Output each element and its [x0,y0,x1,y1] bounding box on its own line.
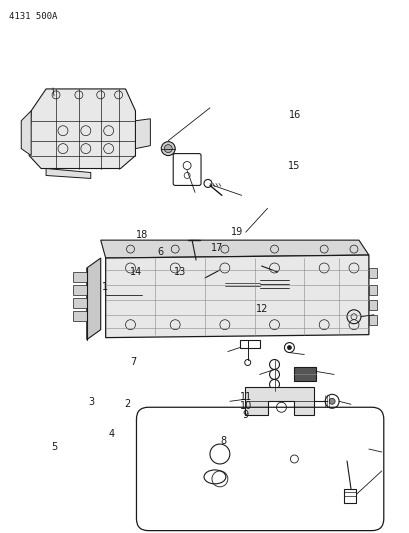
Bar [73,285,87,295]
Text: 2: 2 [124,399,130,409]
Bar [73,298,87,308]
Text: 8: 8 [220,437,226,447]
Circle shape [287,345,291,350]
Text: 7: 7 [130,357,137,367]
Text: 6: 6 [157,247,163,257]
Circle shape [328,398,334,404]
Polygon shape [46,168,90,179]
Polygon shape [87,258,101,340]
Bar [294,367,315,382]
Text: 18: 18 [135,230,148,240]
Text: 4: 4 [108,429,114,439]
Text: 9: 9 [242,410,248,420]
Text: 16: 16 [288,110,300,120]
Bar [224,278,259,290]
Text: 5: 5 [51,442,57,452]
Polygon shape [101,240,368,258]
Polygon shape [29,89,135,168]
Text: 13: 13 [174,267,186,277]
Polygon shape [106,255,368,337]
Polygon shape [21,111,31,156]
Text: 15: 15 [288,161,300,171]
Bar [343,489,355,503]
Text: 11: 11 [239,392,251,402]
Bar [368,300,376,310]
Text: 17: 17 [211,243,223,253]
Text: 4131 500A: 4131 500A [9,12,58,21]
Text: 19: 19 [231,227,243,237]
Circle shape [161,142,175,156]
Text: 12: 12 [255,304,267,314]
Bar [368,285,376,295]
Circle shape [164,144,172,152]
Text: 10: 10 [239,401,251,411]
Polygon shape [135,119,150,149]
Polygon shape [244,387,313,415]
Bar [73,311,87,321]
Text: 1: 1 [102,281,108,292]
Text: 3: 3 [88,397,94,407]
Bar [73,272,87,282]
Bar [239,340,259,348]
Bar [368,268,376,278]
Text: 14: 14 [129,267,142,277]
Polygon shape [219,246,261,280]
Bar [368,315,376,325]
